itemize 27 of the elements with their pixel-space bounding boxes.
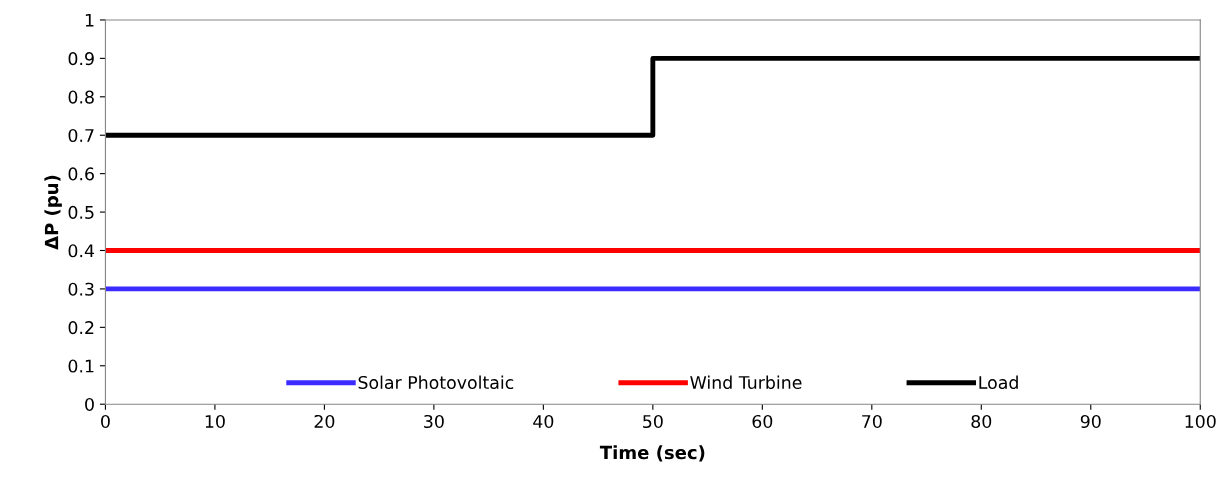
legend-label: Solar Photovoltaic <box>358 375 514 390</box>
x-tick-label: 90 <box>1080 414 1101 429</box>
y-tick-label: 0 <box>85 397 94 412</box>
y-tick-label: 0.7 <box>68 128 94 143</box>
x-tick-label: 80 <box>971 414 992 429</box>
y-tick-label: 0.5 <box>68 205 94 219</box>
x-tick-label: 60 <box>752 414 773 429</box>
x-tick-label: 0 <box>101 414 110 429</box>
y-tick-label: 0.9 <box>68 52 94 66</box>
x-tick-label: 50 <box>643 414 663 429</box>
y-tick-label: 0.4 <box>68 244 95 258</box>
y-tick-label: 0.3 <box>68 282 94 296</box>
y-tick-label: 0.2 <box>68 321 94 335</box>
y-axis-title: ΔP (pu) <box>44 175 62 250</box>
y-tick-label: 0.6 <box>68 167 94 181</box>
y-tick-label: 1 <box>85 13 94 27</box>
x-tick-label: 30 <box>424 414 444 429</box>
y-tick-label: 0.1 <box>68 359 94 373</box>
x-tick-label: 40 <box>533 414 554 429</box>
x-tick-label: 70 <box>862 414 882 429</box>
x-axis-title: Time (sec) <box>599 445 705 462</box>
x-tick-label: 20 <box>314 414 335 429</box>
legend-label: Load <box>979 375 1018 390</box>
y-tick-label: 0.8 <box>68 90 94 104</box>
legend-label: Wind Turbine <box>690 375 802 390</box>
x-tick-label: 100 <box>1185 414 1216 429</box>
x-tick-label: 10 <box>205 414 225 429</box>
